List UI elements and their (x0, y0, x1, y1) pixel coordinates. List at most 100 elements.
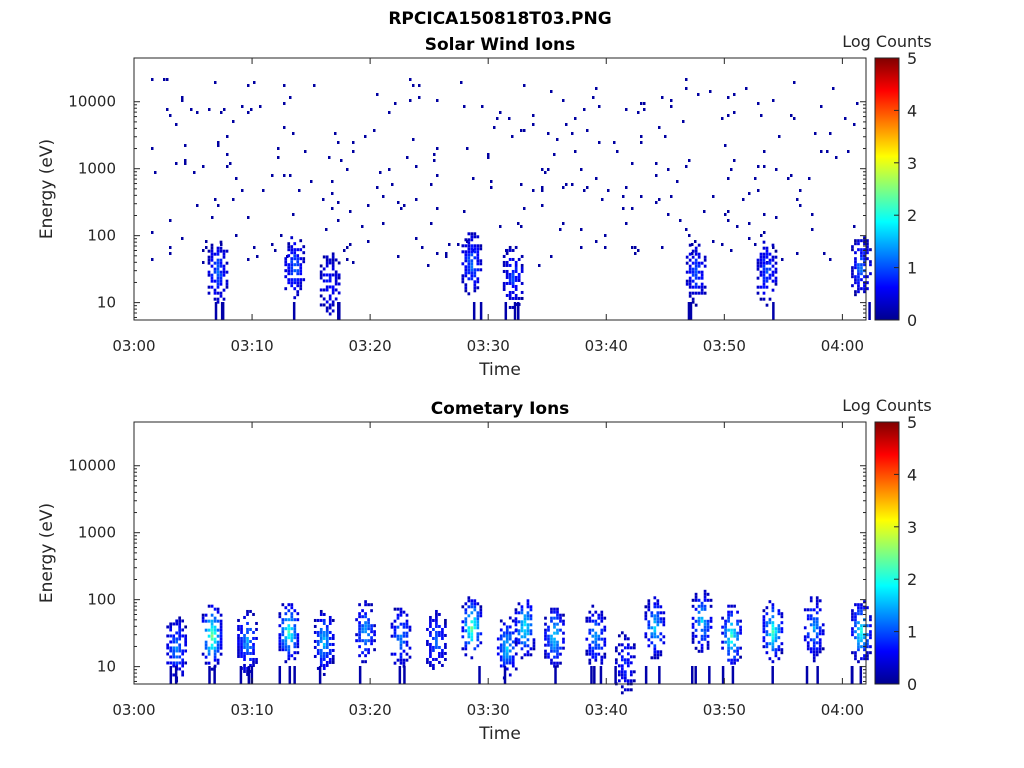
data-cell (544, 622, 547, 626)
data-cell (415, 237, 418, 240)
data-cell (476, 253, 480, 257)
data-cell (328, 312, 332, 316)
data-cell (727, 96, 730, 99)
data-cell (405, 613, 409, 617)
data-cell (640, 195, 643, 198)
data-cell (721, 243, 724, 246)
data-cell (762, 615, 766, 619)
data-cell (857, 278, 860, 282)
data-cell (655, 162, 658, 165)
data-cell (691, 598, 695, 602)
data-cell (403, 666, 406, 684)
data-cell (207, 649, 211, 653)
data-cell (284, 642, 288, 646)
data-cell (656, 605, 660, 609)
data-cell (470, 253, 474, 257)
data-cell (505, 652, 509, 656)
data-cell (547, 168, 550, 171)
data-cell (207, 249, 211, 253)
data-cell (287, 245, 291, 249)
data-cell (237, 654, 240, 658)
data-cell (799, 204, 802, 207)
data-cell (863, 654, 866, 658)
data-cell (508, 625, 512, 629)
data-cell (806, 644, 810, 648)
data-cell (213, 646, 217, 650)
data-cell (815, 620, 819, 624)
data-cell (473, 289, 477, 293)
data-cell (262, 189, 265, 192)
data-cell (851, 630, 854, 634)
data-cell (736, 634, 739, 638)
data-cell (505, 637, 509, 641)
data-cell (860, 609, 863, 613)
data-cell (436, 99, 439, 102)
data-cell (771, 636, 775, 640)
data-cell (768, 633, 772, 637)
data-cell (653, 617, 657, 621)
data-cell (222, 264, 226, 268)
data-cell (444, 618, 447, 622)
data-cell (806, 635, 810, 639)
data-cell (520, 281, 524, 285)
data-cell (217, 141, 220, 144)
data-cell (851, 618, 854, 622)
data-cell (700, 270, 704, 274)
data-cell (859, 666, 863, 684)
data-cell (373, 648, 376, 652)
data-cell (169, 622, 173, 626)
data-cell (777, 624, 781, 628)
data-cells (151, 78, 872, 320)
data-cell (508, 643, 512, 647)
data-cell (214, 81, 217, 84)
data-cell (765, 261, 769, 265)
data-cell (550, 90, 553, 93)
data-cell (580, 168, 583, 171)
data-cell (151, 258, 154, 261)
data-cell (207, 255, 211, 259)
data-cell (520, 183, 523, 186)
data-cell (860, 627, 863, 631)
data-cell (502, 634, 506, 638)
data-cell (361, 660, 364, 664)
data-cell (388, 111, 391, 114)
data-cell (358, 633, 361, 637)
data-cell (334, 297, 338, 301)
data-cell (399, 613, 403, 617)
data-cell (296, 257, 300, 261)
data-cell (246, 627, 249, 631)
data-cell (271, 243, 274, 246)
data-cell (703, 622, 707, 626)
data-cell (863, 251, 866, 255)
data-cell (435, 642, 438, 646)
data-cell (520, 263, 524, 267)
data-cell (553, 637, 556, 641)
data-cell (370, 630, 373, 634)
data-cell (293, 630, 297, 634)
data-cell (594, 634, 598, 638)
data-cell (659, 638, 663, 642)
data-cell (520, 225, 523, 228)
data-cell (700, 649, 704, 653)
data-cell (703, 291, 707, 295)
data-cell (302, 251, 306, 255)
data-cell (316, 618, 320, 622)
data-cell (851, 275, 854, 279)
data-cell (756, 291, 760, 295)
data-cell (237, 618, 240, 622)
data-cell (511, 305, 515, 309)
data-cell (765, 276, 769, 280)
data-cell (622, 195, 625, 198)
data-cell (631, 246, 634, 249)
data-cell (296, 278, 300, 282)
data-cell (863, 648, 866, 652)
data-cell (390, 634, 394, 638)
data-cell (240, 627, 243, 631)
data-cell (470, 656, 474, 660)
data-cell (771, 288, 775, 292)
data-cell (246, 666, 249, 670)
data-cell (346, 168, 349, 171)
data-cell (529, 617, 533, 621)
data-cell (505, 269, 509, 273)
